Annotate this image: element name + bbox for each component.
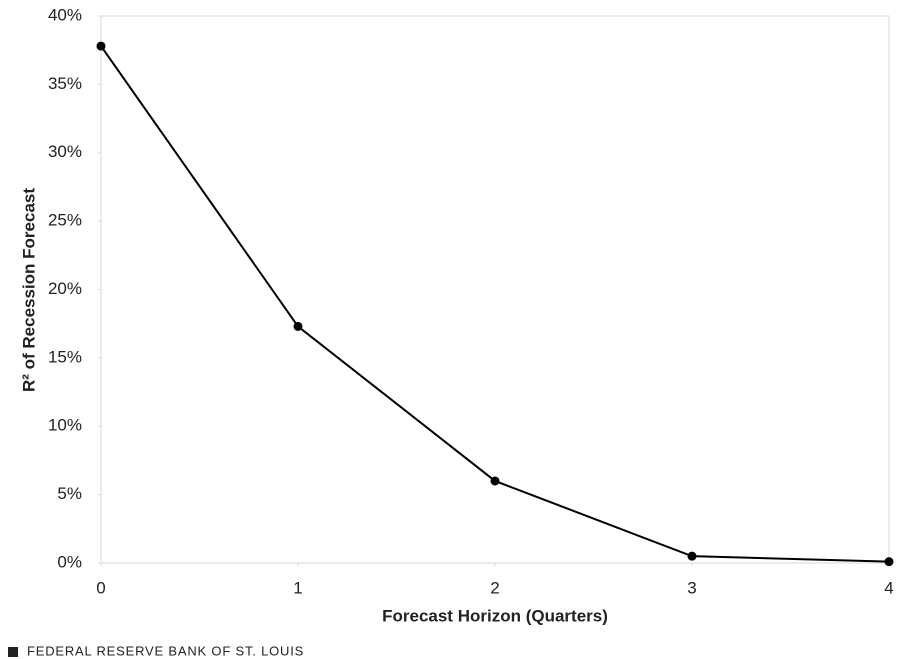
x-tick-label: 2 bbox=[490, 578, 499, 597]
x-axis-title: Forecast Horizon (Quarters) bbox=[382, 606, 608, 625]
y-tick-label: 35% bbox=[48, 74, 82, 93]
y-tick-label: 20% bbox=[48, 279, 82, 298]
y-tick-label: 40% bbox=[48, 5, 82, 24]
point bbox=[687, 551, 697, 561]
y-tick-label: 10% bbox=[48, 416, 82, 435]
point bbox=[96, 41, 106, 51]
y-tick-label: 25% bbox=[48, 211, 82, 230]
x-tick-label: 3 bbox=[687, 578, 696, 597]
source: FEDERAL RESERVE BANK OF ST. LOUIS bbox=[27, 643, 304, 658]
x-tick-label: 4 bbox=[884, 578, 893, 597]
point bbox=[490, 476, 500, 486]
point bbox=[884, 557, 894, 567]
x-tick-label: 0 bbox=[96, 578, 105, 597]
y-tick-label: 0% bbox=[57, 552, 82, 571]
y-tick-label: 15% bbox=[48, 347, 82, 366]
x-tick-label: 1 bbox=[293, 578, 302, 597]
point bbox=[293, 321, 303, 331]
source-icon bbox=[8, 647, 18, 657]
y-tick-label: 5% bbox=[57, 484, 82, 503]
y-axis-title: R² of Recession Forecast bbox=[19, 188, 38, 392]
y-tick-label: 30% bbox=[48, 142, 82, 161]
